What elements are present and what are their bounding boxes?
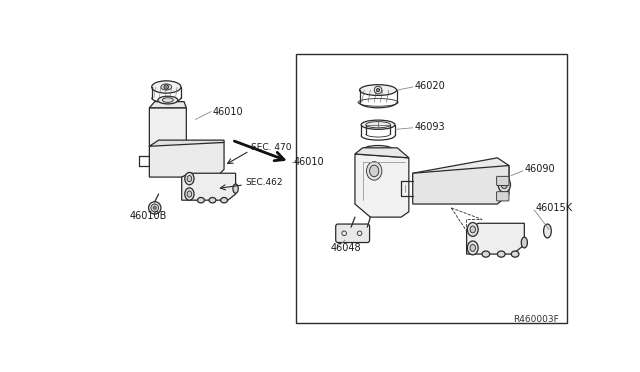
Text: 46048: 46048 <box>330 243 361 253</box>
Ellipse shape <box>148 202 161 214</box>
Ellipse shape <box>521 237 527 248</box>
Ellipse shape <box>369 165 379 177</box>
Text: SEC. 470: SEC. 470 <box>251 143 291 152</box>
Ellipse shape <box>470 226 476 233</box>
Polygon shape <box>355 148 409 158</box>
Ellipse shape <box>164 85 168 89</box>
Text: 46010: 46010 <box>212 107 243 117</box>
Ellipse shape <box>153 206 156 209</box>
Polygon shape <box>149 142 224 177</box>
Text: SEC.462: SEC.462 <box>246 178 283 187</box>
Polygon shape <box>467 223 524 254</box>
Text: 46015K: 46015K <box>536 203 573 213</box>
Text: 46093: 46093 <box>414 122 445 132</box>
Ellipse shape <box>198 198 204 203</box>
Ellipse shape <box>187 176 192 182</box>
Ellipse shape <box>374 86 382 94</box>
Ellipse shape <box>163 98 173 102</box>
Polygon shape <box>149 140 224 146</box>
Text: R460003F: R460003F <box>513 315 559 324</box>
Polygon shape <box>413 158 509 181</box>
Ellipse shape <box>498 177 511 192</box>
Ellipse shape <box>543 224 551 238</box>
Ellipse shape <box>497 251 505 257</box>
Ellipse shape <box>367 162 382 180</box>
Ellipse shape <box>209 198 216 203</box>
Text: 46010: 46010 <box>293 157 324 167</box>
Text: 46020: 46020 <box>414 81 445 91</box>
Ellipse shape <box>187 191 192 197</box>
Text: 46010B: 46010B <box>129 211 166 221</box>
Polygon shape <box>149 108 186 153</box>
FancyBboxPatch shape <box>497 192 509 201</box>
Ellipse shape <box>221 198 227 203</box>
FancyBboxPatch shape <box>336 224 369 243</box>
Ellipse shape <box>185 188 194 200</box>
Polygon shape <box>182 173 236 200</box>
Ellipse shape <box>467 241 478 255</box>
Ellipse shape <box>511 251 519 257</box>
Ellipse shape <box>376 89 380 92</box>
FancyBboxPatch shape <box>497 176 509 186</box>
Polygon shape <box>149 102 186 108</box>
Ellipse shape <box>363 145 394 155</box>
Ellipse shape <box>467 222 478 236</box>
Ellipse shape <box>233 184 238 193</box>
Ellipse shape <box>470 244 476 251</box>
Ellipse shape <box>185 173 194 185</box>
Ellipse shape <box>482 251 490 257</box>
Polygon shape <box>355 154 409 217</box>
Polygon shape <box>413 166 509 204</box>
Ellipse shape <box>360 85 397 96</box>
Ellipse shape <box>152 81 181 93</box>
Ellipse shape <box>151 204 159 212</box>
Ellipse shape <box>158 96 178 104</box>
Text: 46090: 46090 <box>524 164 555 174</box>
Ellipse shape <box>361 120 395 129</box>
Ellipse shape <box>501 181 508 189</box>
Ellipse shape <box>161 84 172 90</box>
